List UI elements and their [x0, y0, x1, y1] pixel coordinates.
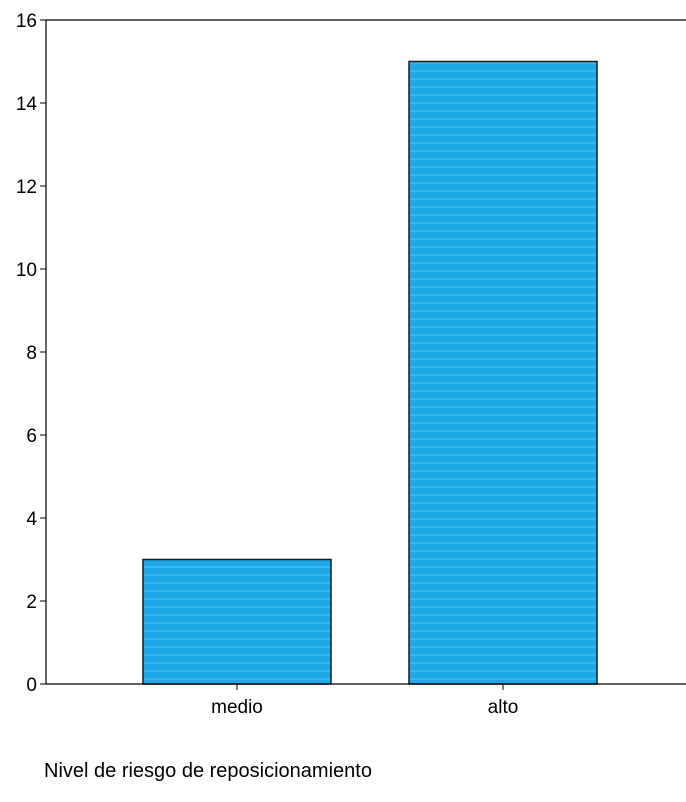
bar-alto — [408, 60, 598, 685]
y-tick-label: 10 — [16, 260, 37, 281]
y-tick-label: 8 — [26, 343, 37, 364]
labels-layer: medio alto 0 2 4 6 8 10 12 14 16 Nivel de riesgo de… — [16, 11, 518, 782]
x-tick-label: alto — [488, 697, 519, 718]
x-axis-title: Nivel de riesgo de reposicionamiento — [44, 760, 372, 782]
y-tick-label: 14 — [16, 94, 38, 115]
y-tick-label: 16 — [16, 11, 37, 32]
y-tick-label: 6 — [26, 426, 37, 447]
y-tick-label: 4 — [26, 509, 37, 530]
y-tick-label: 12 — [16, 177, 37, 198]
bar-medio — [142, 558, 332, 685]
bars-layer — [142, 60, 598, 685]
y-tick-label: 0 — [26, 675, 37, 696]
y-tick-label: 2 — [26, 592, 37, 613]
axes-layer — [40, 19, 686, 690]
x-tick-label: medio — [211, 697, 263, 718]
